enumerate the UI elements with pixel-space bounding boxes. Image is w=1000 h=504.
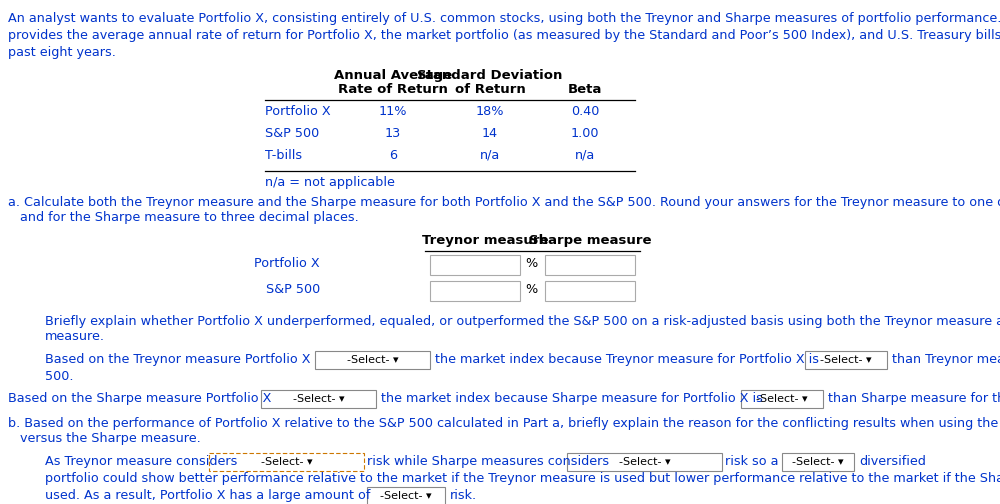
- Text: %: %: [525, 283, 537, 296]
- Text: versus the Sharpe measure.: versus the Sharpe measure.: [8, 432, 201, 445]
- Text: Treynor measure: Treynor measure: [422, 234, 548, 247]
- Text: S&P 500: S&P 500: [265, 127, 319, 140]
- Text: 1.00: 1.00: [571, 127, 599, 140]
- Text: Beta: Beta: [568, 83, 602, 96]
- Text: a. Calculate both the Treynor measure and the Sharpe measure for both Portfolio : a. Calculate both the Treynor measure an…: [8, 196, 1000, 209]
- Text: portfolio could show better performance relative to the market if the Treynor me: portfolio could show better performance …: [45, 472, 1000, 485]
- Text: risk while Sharpe measures considers: risk while Sharpe measures considers: [367, 455, 609, 468]
- Bar: [261, 390, 376, 408]
- Text: Portfolio X: Portfolio X: [254, 257, 320, 270]
- Text: diversified: diversified: [859, 455, 926, 468]
- Text: T-bills: T-bills: [265, 149, 302, 162]
- Text: Rate of Return: Rate of Return: [338, 83, 448, 96]
- Text: past eight years.: past eight years.: [8, 46, 116, 59]
- Text: of Return: of Return: [455, 83, 525, 96]
- Text: b. Based on the performance of Portfolio X relative to the S&P 500 calculated in: b. Based on the performance of Portfolio…: [8, 417, 1000, 430]
- Text: Based on the Sharpe measure Portfolio X: Based on the Sharpe measure Portfolio X: [8, 392, 271, 405]
- Text: used. As a result, Portfolio X has a large amount of: used. As a result, Portfolio X has a lar…: [45, 489, 370, 502]
- Text: 11%: 11%: [379, 105, 407, 118]
- Text: the market index because Sharpe measure for Portfolio X is: the market index because Sharpe measure …: [381, 392, 763, 405]
- Text: As Treynor measure considers: As Treynor measure considers: [45, 455, 237, 468]
- Text: -Select- ▾: -Select- ▾: [756, 394, 808, 404]
- Text: risk so a: risk so a: [725, 455, 778, 468]
- Text: 0.40: 0.40: [571, 105, 599, 118]
- Text: Briefly explain whether Portfolio X underperformed, equaled, or outperformed the: Briefly explain whether Portfolio X unde…: [45, 315, 1000, 328]
- Text: 6: 6: [389, 149, 397, 162]
- Bar: [430, 255, 520, 275]
- Text: than Sharpe measure for the S&P 500.: than Sharpe measure for the S&P 500.: [828, 392, 1000, 405]
- Text: measure.: measure.: [45, 330, 105, 343]
- Text: -Select- ▾: -Select- ▾: [293, 394, 344, 404]
- Text: than Treynor measure for the S&P: than Treynor measure for the S&P: [892, 353, 1000, 366]
- Bar: [567, 453, 722, 471]
- Text: Standard Deviation: Standard Deviation: [417, 69, 563, 82]
- Text: An analyst wants to evaluate Portfolio X, consisting entirely of U.S. common sto: An analyst wants to evaluate Portfolio X…: [8, 12, 1000, 25]
- Bar: [741, 390, 823, 408]
- Text: -Select- ▾: -Select- ▾: [619, 457, 670, 467]
- Text: 18%: 18%: [476, 105, 504, 118]
- Bar: [782, 453, 854, 471]
- Text: risk.: risk.: [450, 489, 477, 502]
- Bar: [805, 351, 887, 369]
- Text: -Select- ▾: -Select- ▾: [261, 457, 312, 467]
- Text: provides the average annual rate of return for Portfolio X, the market portfolio: provides the average annual rate of retu…: [8, 29, 1000, 42]
- Text: -Select- ▾: -Select- ▾: [347, 355, 398, 365]
- Text: Portfolio X: Portfolio X: [265, 105, 331, 118]
- Bar: [545, 281, 635, 301]
- Text: Annual Average: Annual Average: [334, 69, 452, 82]
- Text: n/a: n/a: [575, 149, 595, 162]
- Bar: [367, 487, 445, 504]
- Text: 13: 13: [385, 127, 401, 140]
- Bar: [430, 281, 520, 301]
- Text: 14: 14: [482, 127, 498, 140]
- Bar: [315, 351, 430, 369]
- Text: Based on the Treynor measure Portfolio X: Based on the Treynor measure Portfolio X: [45, 353, 310, 366]
- Text: -Select- ▾: -Select- ▾: [820, 355, 872, 365]
- Text: -Select- ▾: -Select- ▾: [380, 491, 432, 501]
- Text: Sharpe measure: Sharpe measure: [529, 234, 651, 247]
- Text: the market index because Treynor measure for Portfolio X is: the market index because Treynor measure…: [435, 353, 819, 366]
- Text: n/a = not applicable: n/a = not applicable: [265, 176, 395, 189]
- Text: n/a: n/a: [480, 149, 500, 162]
- Text: 500.: 500.: [45, 370, 74, 383]
- Bar: [545, 255, 635, 275]
- Text: -Select- ▾: -Select- ▾: [792, 457, 844, 467]
- Text: %: %: [525, 257, 537, 270]
- Bar: [209, 453, 364, 471]
- Text: and for the Sharpe measure to three decimal places.: and for the Sharpe measure to three deci…: [8, 211, 359, 224]
- Text: S&P 500: S&P 500: [266, 283, 320, 296]
